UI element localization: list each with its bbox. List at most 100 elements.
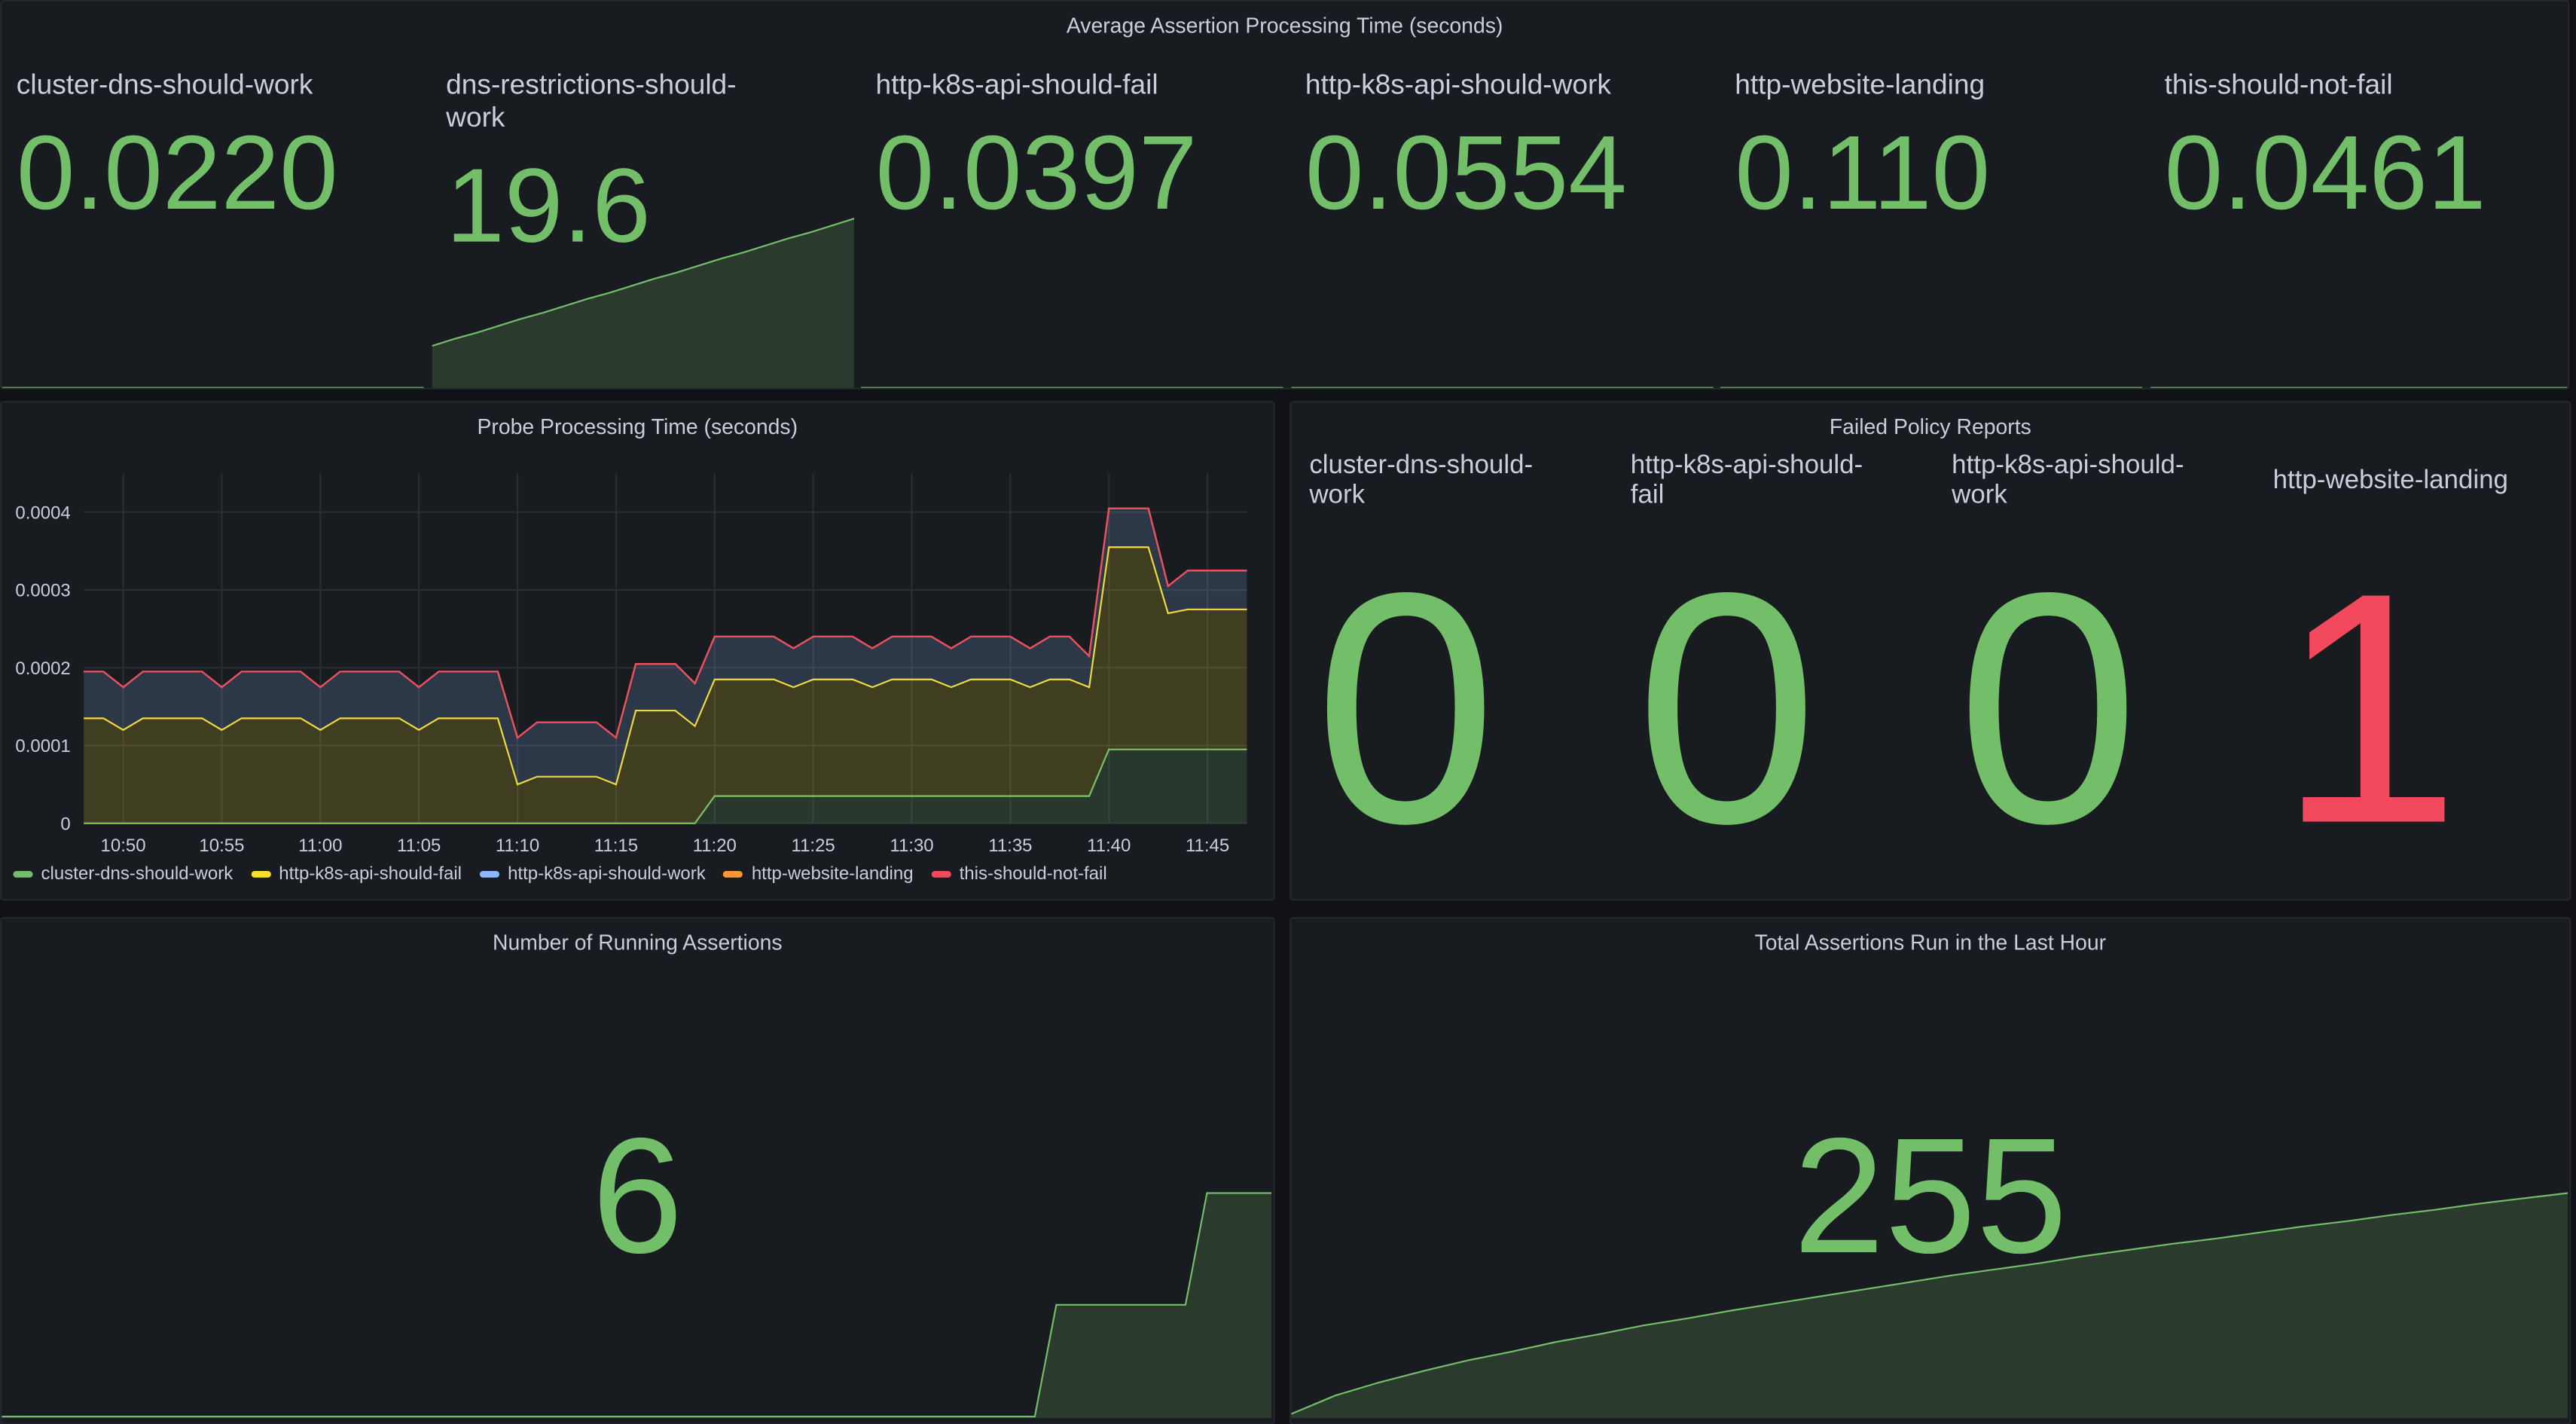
stat-text: http-k8s-api-should-work 0.0554: [1305, 69, 1642, 225]
stat-value: 0.0554: [1305, 113, 1627, 232]
panel-title: Total Assertions Run in the Last Hour: [1754, 930, 2107, 955]
stat: this-should-not-fail 0.0461: [2149, 2, 2568, 388]
series-area: [84, 547, 1247, 824]
x-tick-label: 10:50: [101, 836, 146, 856]
timeseries-panel: Probe Processing Time (seconds) 0 0.0001 0.…: [0, 401, 1275, 901]
stat: http-k8s-api-should-work 0.0554: [1290, 2, 1713, 388]
stat-value: 255: [1793, 1104, 2068, 1288]
series-area: [84, 508, 1247, 785]
stat-value: 0.110: [1735, 113, 1991, 232]
x-tick-label: 11:30: [890, 836, 933, 856]
stat-label: this-should-not-fail: [2164, 69, 2393, 101]
stat: http-website-landing 0.110: [1720, 2, 2143, 388]
stat: http-k8s-api-should-work 0: [1934, 402, 2254, 895]
stat-value: 0.0397: [875, 113, 1198, 232]
stat-label: cluster-dns-should-work: [16, 69, 313, 101]
sparkline-line: [1291, 1192, 2568, 1415]
legend-swatch: [251, 871, 271, 878]
stat-text: http-k8s-api-should-fail 0.0397: [876, 69, 1213, 225]
stat-text: cluster-dns-should-work 0.0220: [17, 69, 353, 225]
sparkline: [1291, 1192, 2568, 1419]
stat-value: 0.0220: [16, 113, 338, 232]
y-tick-label: 0.0001: [15, 736, 70, 756]
x-tick-label: 11:20: [693, 836, 737, 856]
stat-label: http-k8s-api-should-work: [1952, 451, 2184, 510]
sparkline-area: [431, 218, 854, 388]
legend-label: http-website-landing: [751, 864, 914, 885]
legend-swatch: [723, 871, 743, 878]
stat: http-website-landing 1: [2255, 402, 2570, 895]
stat-text: dns-restrictions-should-work 19.6: [446, 69, 783, 258]
stat-label: dns-restrictions-should-work: [446, 69, 737, 133]
stat-value: 0: [1956, 525, 2140, 893]
sparkline: [2, 1192, 1272, 1419]
baseline: [1290, 387, 1713, 388]
panel-title: Number of Running Assertions: [492, 930, 783, 955]
series-line: [84, 507, 1247, 740]
stat-value: 0: [1314, 525, 1497, 893]
x-tick-label: 10:55: [199, 836, 244, 856]
stat-value: 1: [2278, 525, 2461, 893]
panel-title: Average Assertion Processing Time (secon…: [1066, 13, 1503, 38]
running-assertions-panel: Number of Running Assertions 6: [0, 917, 1275, 1424]
y-tick-label: 0: [60, 814, 70, 834]
stat-value: 19.6: [446, 146, 651, 265]
x-tick-label: 11:05: [397, 836, 441, 856]
legend-item: this-should-not-fail: [931, 864, 1107, 885]
x-tick-label: 11:15: [594, 836, 638, 856]
total-assertions-panel: Total Assertions Run in the Last Hour 255: [1290, 917, 2571, 1424]
y-tick-label: 0.0004: [15, 503, 70, 524]
stat-text: http-website-landing 0.110: [1735, 69, 2071, 225]
legend-item: cluster-dns-should-work: [13, 864, 233, 884]
series-line: [84, 748, 1247, 824]
x-tick-label: 11:35: [988, 836, 1032, 856]
stat-value: 6: [591, 1104, 683, 1288]
sparkline: [431, 218, 854, 388]
x-tick-label: 11:45: [1186, 836, 1229, 856]
legend-item: http-k8s-api-should-work: [479, 864, 706, 885]
y-tick-label: 0.0003: [15, 581, 70, 601]
legend-label: cluster-dns-should-work: [41, 864, 233, 885]
legend-item: http-website-landing: [723, 864, 914, 885]
series-area: [84, 749, 1247, 824]
stat-label: http-website-landing: [2272, 466, 2508, 495]
stat-label: cluster-dns-should-work: [1309, 451, 1534, 510]
sparkline-area: [2, 1193, 1272, 1419]
legend-item: http-k8s-api-should-fail: [251, 864, 462, 884]
stat-label: http-k8s-api-should-fail: [1630, 451, 1863, 510]
sparkline-area: [1291, 1193, 2568, 1419]
stat-value: 0: [1635, 525, 1818, 893]
timeseries-chart: 0 0.0001 0.0002 0.0003 0.0004 10:50 10:55 11:00…: [15, 473, 1247, 856]
legend-swatch: [479, 871, 500, 878]
stat: http-k8s-api-should-fail 0.0397: [860, 2, 1283, 388]
legend: cluster-dns-should-work http-k8s-api-shou…: [13, 864, 1107, 885]
stat: dns-restrictions-should-work 19.6: [431, 2, 854, 388]
stat-label: http-k8s-api-should-work: [1305, 69, 1611, 101]
legend-label: this-should-not-fail: [959, 864, 1107, 885]
x-tick-label: 11:10: [496, 836, 539, 856]
baseline: [1720, 387, 2143, 388]
panel-title: Failed Policy Reports: [1829, 414, 2031, 439]
baseline: [2149, 387, 2568, 388]
stat: cluster-dns-should-work 0.0220: [2, 2, 424, 388]
legend-label: http-k8s-api-should-fail: [279, 864, 462, 885]
y-tick-label: 0.0002: [15, 659, 70, 679]
sparkline-line: [2, 1192, 1272, 1418]
x-tick-label: 11:00: [298, 836, 342, 856]
stat-text: this-should-not-fail 0.0461: [2165, 69, 2501, 225]
x-tick-label: 11:25: [792, 836, 835, 856]
stat-label: http-k8s-api-should-fail: [875, 69, 1158, 101]
stat: cluster-dns-should-work 0: [1291, 402, 1611, 895]
stat-value: 0.0461: [2164, 113, 2486, 232]
legend-label: http-k8s-api-should-work: [508, 864, 706, 885]
stat-label: http-website-landing: [1735, 69, 1985, 101]
stat-panel: Average Assertion Processing Time (secon…: [0, 0, 2570, 390]
legend-swatch: [13, 871, 33, 878]
stat: http-k8s-api-should-fail 0: [1613, 402, 1933, 895]
sparkline-line: [431, 218, 854, 347]
baseline: [2, 387, 424, 388]
baseline: [860, 387, 1283, 388]
